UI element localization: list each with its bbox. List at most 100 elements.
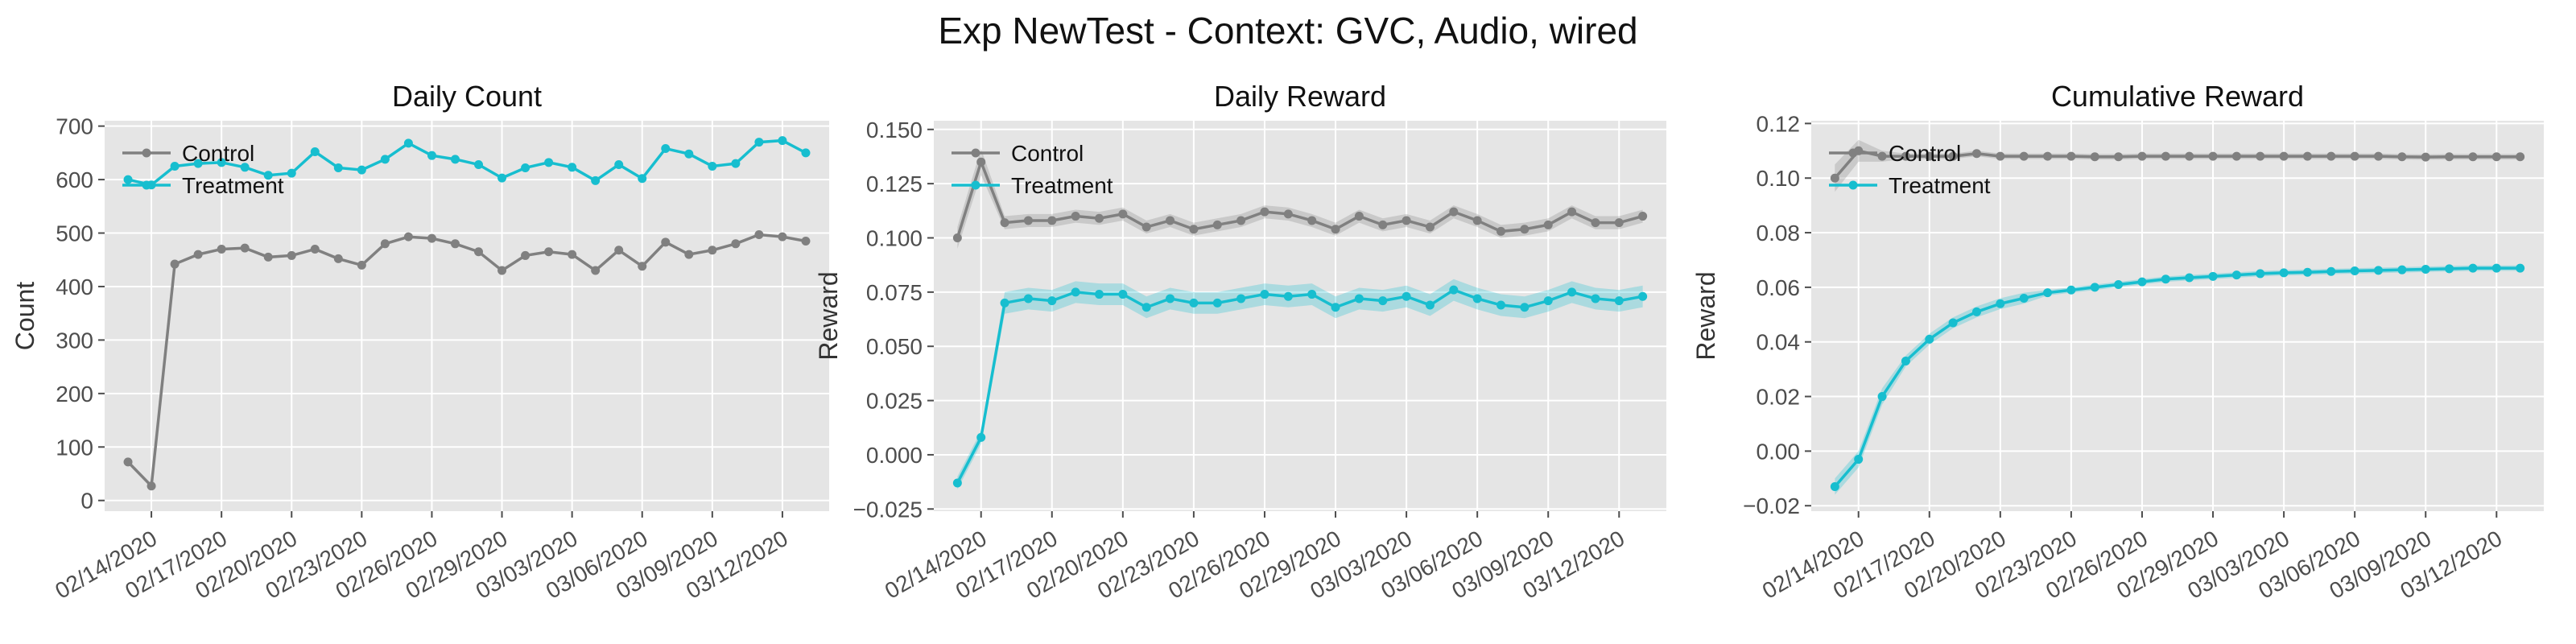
control-data-point [976,157,986,167]
control-data-point [1236,216,1246,225]
treatment-data-point [2491,263,2501,273]
control-data-point [147,481,156,491]
treatment-data-point [1212,298,1222,308]
control-data-point [2231,151,2241,161]
control-data-point [1166,216,1175,225]
figure-title: Exp NewTest - Context: GVC, Audio, wired [938,10,1638,52]
control-data-point [1925,151,1934,161]
y-axis-label: Count [10,282,39,351]
treatment-data-point [427,151,436,160]
y-tick-label: −0.02 [1743,493,1800,518]
treatment-data-point [976,432,986,442]
y-tick-label: 0.00 [1757,439,1801,464]
treatment-data-point [2161,275,2170,284]
treatment-data-point [2090,283,2099,292]
treatment-data-point [380,155,390,164]
y-tick-label: 0 [80,489,93,514]
legend-label-treatment: Treatment [1889,173,1991,198]
control-data-point [1425,222,1435,232]
treatment-data-point [801,148,811,158]
chart-title: Cumulative Reward [2051,80,2304,113]
control-data-point [2350,151,2359,161]
treatment-data-point [1000,298,1009,308]
treatment-data-point [1071,287,1080,297]
control-data-point [170,259,180,269]
control-data-point [1047,216,1057,225]
control-data-point [2185,151,2194,161]
treatment-data-point [123,175,133,184]
legend-label-control: Control [1011,141,1084,166]
y-axis-label: Reward [814,271,843,360]
y-tick-label: 700 [56,114,93,139]
treatment-data-point [1614,296,1624,306]
control-data-point [661,237,671,247]
treatment-data-point [2374,266,2384,275]
treatment-data-point [1520,303,1530,312]
treatment-data-point [614,159,624,169]
control-data-point [1331,225,1340,234]
legend-marker-treatment [971,180,980,190]
treatment-data-point [1425,300,1435,310]
plot-area [934,121,1666,511]
treatment-data-point [1378,296,1388,306]
legend-marker-control [1848,148,1858,158]
treatment-data-point [240,163,250,172]
legend-marker-control [971,148,980,158]
treatment-data-point [170,161,180,171]
treatment-data-point [952,478,962,488]
treatment-data-point [1166,294,1175,303]
chart-panel-2: −0.025 0.000 0.025 0.050 0.075 0.100 0.125 0.15… [814,80,1666,604]
treatment-data-point [2516,263,2525,273]
control-data-point [1591,218,1600,228]
treatment-data-point [1449,285,1459,295]
treatment-data-point [684,149,694,159]
control-data-point [403,232,413,242]
treatment-data-point [591,175,601,185]
control-data-point [1567,207,1577,217]
treatment-data-point [263,171,273,180]
treatment-data-point [287,168,296,178]
control-data-point [754,230,764,240]
legend-label-treatment: Treatment [1011,173,1113,198]
control-data-point [568,250,577,259]
control-data-point [193,250,203,259]
treatment-data-point [754,138,764,147]
control-data-point [1354,212,1364,221]
control-data-point [1971,149,1981,159]
control-data-point [450,239,460,249]
control-data-point [952,233,962,242]
control-data-point [1449,207,1459,217]
control-data-point [1830,173,1839,183]
control-data-point [2256,151,2265,161]
plot-area [105,121,829,511]
control-data-point [427,233,436,243]
control-data-point [1877,151,1887,161]
treatment-data-point [310,147,320,157]
control-data-point [217,244,226,254]
control-data-point [1000,218,1009,228]
control-data-point [1543,220,1553,229]
treatment-data-point [2468,263,2478,273]
treatment-data-point [1996,299,2005,308]
treatment-data-point [1094,290,1104,299]
control-data-point [474,247,484,257]
control-data-point [778,232,787,242]
control-data-point [2491,152,2501,162]
plot-area [1811,121,2544,511]
control-data-point [123,457,133,467]
control-data-point [731,239,741,249]
treatment-data-point [778,136,787,146]
y-tick-label: 0.000 [866,443,923,468]
control-data-point [1141,222,1151,232]
treatment-data-point [2397,265,2407,275]
control-data-point [684,250,694,259]
treatment-data-point [708,161,717,171]
treatment-data-point [1854,455,1864,464]
treatment-data-point [1877,392,1887,402]
control-data-point [287,250,296,260]
treatment-data-point [1331,303,1340,312]
y-tick-label: 0.150 [866,118,923,142]
treatment-data-point [1023,294,1033,303]
legend: Control Treatment [1829,141,1991,198]
